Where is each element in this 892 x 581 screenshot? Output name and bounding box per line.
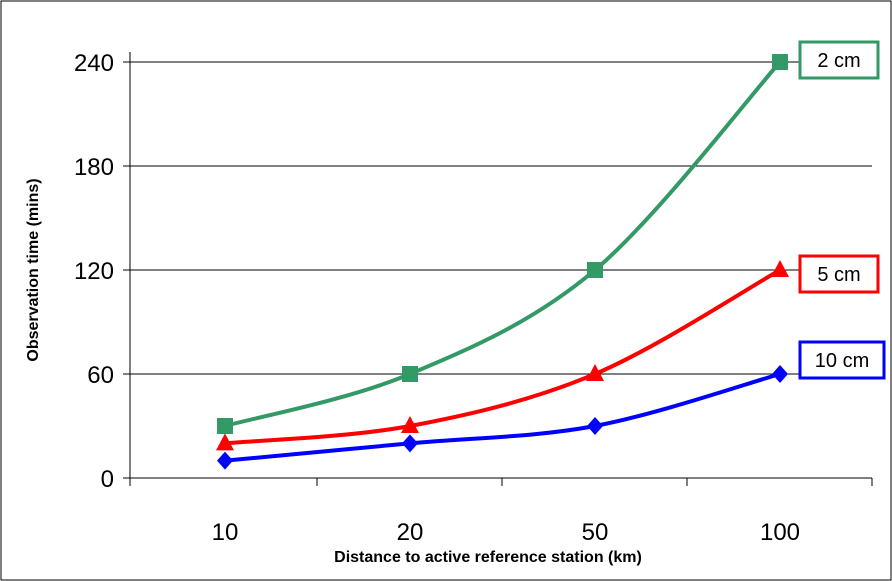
y-tick-labels: 0 60 120 180 240: [74, 50, 114, 493]
y-tick-label: 120: [74, 258, 114, 285]
legend-label-5cm: 5 cm: [817, 264, 860, 286]
legend-box-5cm: [798, 254, 880, 294]
legend-label-2cm: 2 cm: [817, 50, 860, 72]
data-point-triangle: [586, 364, 604, 381]
series-line: [224, 372, 781, 463]
x-tick-label: 20: [397, 519, 424, 546]
data-point-triangle: [401, 416, 419, 433]
data-point-square: [217, 418, 233, 434]
x-tick-label: 100: [760, 519, 800, 546]
legend-item-2cm: 2 cm: [798, 40, 880, 80]
data-point-square: [587, 262, 603, 278]
x-tick-labels: 10 20 50 100: [212, 519, 800, 546]
y-tick-label: 60: [87, 362, 114, 389]
data-point-diamond: [402, 434, 418, 453]
legend-box-10cm: [798, 340, 886, 380]
data-point-diamond: [772, 365, 788, 383]
series-line: [224, 60, 782, 428]
series-line: [224, 268, 781, 446]
data-point-diamond: [587, 417, 603, 435]
x-tick-label: 10: [212, 519, 239, 546]
data-point-square: [772, 54, 788, 70]
data-point-triangle: [771, 260, 789, 277]
data-point-diamond: [217, 451, 233, 470]
y-tick-label: 180: [74, 154, 114, 181]
legend-item-10cm: 10 cm: [798, 340, 886, 380]
y-tick-label: 240: [74, 50, 114, 77]
y-axis-title: Observation time (mins): [25, 178, 42, 361]
legend: 2 cm 5 cm 10 cm: [798, 40, 886, 380]
legend-box-2cm: [798, 40, 880, 80]
axes: [123, 52, 873, 486]
data-point-square: [402, 366, 418, 382]
legend-item-5cm: 5 cm: [798, 254, 880, 294]
series-5cm: [216, 260, 789, 451]
series-layer: [216, 54, 789, 470]
series-10cm: [217, 365, 788, 470]
x-tick-label: 50: [582, 519, 609, 546]
gridlines: [130, 61, 872, 375]
series-2cm: [217, 54, 788, 434]
y-tick-label: 0: [101, 466, 114, 493]
data-point-triangle: [216, 433, 234, 451]
x-axis-title: Distance to active reference station (km…: [334, 549, 642, 566]
legend-label-10cm: 10 cm: [815, 350, 869, 372]
